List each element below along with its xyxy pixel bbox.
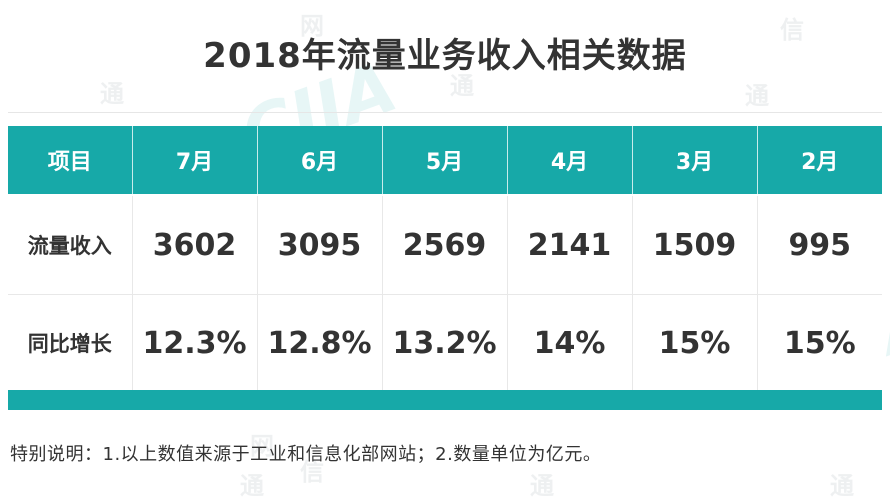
data-table: 项目 7月 6月 5月 4月 3月 2月 流量收入 3602 3095 2569… [8, 126, 882, 392]
header-month: 7月 [132, 126, 258, 196]
table-cell: 13.2% [382, 294, 508, 392]
table-cell: 2141 [507, 195, 633, 295]
title-divider [8, 112, 882, 113]
watermark-char: 通 [100, 80, 124, 108]
header-item: 项目 [8, 126, 133, 196]
table-header-row: 项目 7月 6月 5月 4月 3月 2月 [8, 126, 882, 196]
header-month: 3月 [632, 126, 758, 196]
page-title: 2018年流量业务收入相关数据 [203, 36, 687, 76]
watermark-char: 通 [530, 472, 554, 500]
footnote: 特别说明：1.以上数值来源于工业和信息化部网站；2.数量单位为亿元。 [10, 444, 602, 465]
table-cell: 12.8% [257, 294, 383, 392]
table-footer-bar [8, 390, 882, 410]
watermark-char: 通 [240, 472, 264, 500]
data-table-container: 项目 7月 6月 5月 4月 3月 2月 流量收入 3602 3095 2569… [8, 126, 882, 392]
watermark-char: 通 [830, 472, 854, 500]
table-cell: 3602 [132, 195, 258, 295]
header-month: 2月 [757, 126, 882, 196]
table-cell: 15% [632, 294, 758, 392]
header-month: 6月 [257, 126, 383, 196]
header-month: 5月 [382, 126, 508, 196]
table-cell: 995 [757, 195, 882, 295]
table-cell: 1509 [632, 195, 758, 295]
table-cell: 14% [507, 294, 633, 392]
table-cell: 3095 [257, 195, 383, 295]
table-cell: 12.3% [132, 294, 258, 392]
table-cell: 15% [757, 294, 882, 392]
header-month: 4月 [507, 126, 633, 196]
table-row: 同比增长 12.3% 12.8% 13.2% 14% 15% 15% [8, 294, 882, 392]
watermark-char: 通 [745, 82, 769, 110]
table-cell: 2569 [382, 195, 508, 295]
row-label: 同比增长 [8, 294, 133, 392]
row-label: 流量收入 [8, 195, 133, 295]
table-row: 流量收入 3602 3095 2569 2141 1509 995 [8, 195, 882, 295]
